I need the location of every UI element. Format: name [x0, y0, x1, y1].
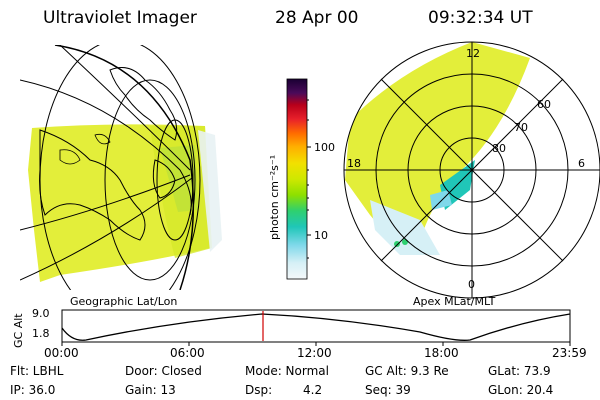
date-label: 28 Apr 00 [275, 8, 359, 28]
left-panel-label: Geographic Lat/Lon [70, 295, 178, 308]
alt-xtick-3: 18:00 [424, 346, 459, 360]
polar-panel [343, 41, 600, 299]
footer-ip: IP: 36.0 [10, 383, 56, 397]
footer-dsp-label: Dsp: [245, 383, 273, 397]
mlt-label-6: 6 [578, 157, 585, 170]
colorbar-unit-label: photon cm⁻²s⁻¹ [268, 155, 281, 240]
altitude-ylabel: GC Alt [12, 313, 25, 348]
altitude-curve [61, 313, 571, 341]
footer-seq: Seq: 39 [365, 383, 411, 397]
mlt-label-0: 0 [468, 278, 475, 291]
right-auroral-image [345, 42, 530, 250]
alt-xtick-1: 06:00 [170, 346, 205, 360]
colorbar-tick-10: 10 [314, 229, 328, 242]
lat-label-80: 80 [492, 142, 506, 155]
right-panel-label: Apex MLat/MLT [413, 295, 496, 308]
alt-xtick-4: 23:59 [552, 346, 587, 360]
alt-xtick-2: 12:00 [297, 346, 332, 360]
mlt-label-18: 18 [347, 157, 361, 170]
footer-glon: GLon: 20.4 [488, 383, 554, 397]
lat-label-70: 70 [514, 121, 528, 134]
colorbar-tick-100: 100 [314, 141, 335, 154]
alt-ytick-low: 1.8 [32, 327, 50, 340]
footer-door: Door: Closed [125, 364, 202, 378]
instrument-title: Ultraviolet Imager [43, 8, 197, 28]
alt-xtick-0: 00:00 [44, 346, 79, 360]
footer-dsp-value: 4.2 [303, 383, 323, 397]
coastline [109, 67, 178, 141]
lat-label-60: 60 [537, 98, 551, 111]
geographic-panel [20, 45, 222, 290]
alt-ytick-high: 9.0 [32, 307, 50, 320]
altitude-plot [61, 309, 571, 346]
footer-mode: Mode: Normal [245, 364, 329, 378]
footer-gain: Gain: 13 [125, 383, 176, 397]
footer-glat: GLat: 73.9 [488, 364, 551, 378]
colorbar-ticks [307, 99, 311, 259]
time-label: 09:32:34 UT [428, 8, 533, 28]
footer-filter: Flt: LBHL [10, 364, 64, 378]
footer-gc-alt: GC Alt: 9.3 Re [365, 364, 449, 378]
mlt-label-12: 12 [466, 47, 480, 60]
colorbar [286, 78, 308, 280]
